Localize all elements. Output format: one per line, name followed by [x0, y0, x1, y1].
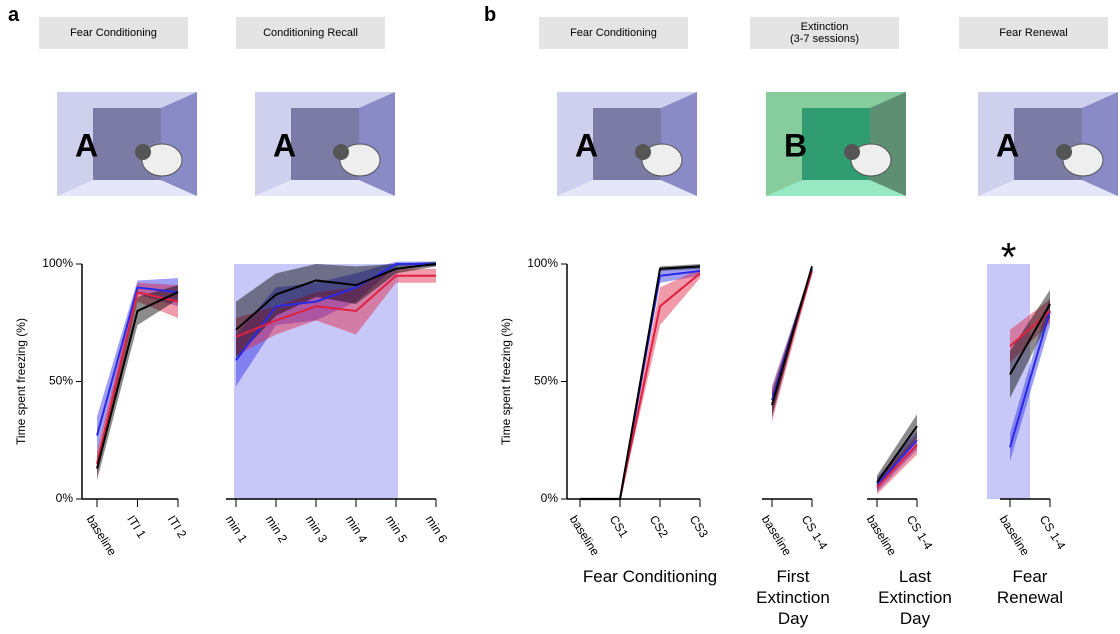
- x-tick-label: CS2: [647, 513, 671, 540]
- panel-label: a: [8, 4, 20, 26]
- series-line: [1009, 303, 1051, 375]
- mouse: [339, 143, 381, 177]
- y-tick-label: 100%: [527, 256, 558, 270]
- x-tick-label: CS 1-4: [904, 513, 936, 552]
- series-line: [876, 439, 918, 486]
- x-tick-label: min 2: [263, 513, 291, 546]
- mouse-head: [844, 144, 860, 160]
- mouse: [141, 143, 183, 177]
- mouse-head: [333, 144, 349, 160]
- cage-floor: [766, 180, 906, 196]
- mouse: [641, 143, 683, 177]
- error-band: [236, 268, 436, 356]
- x-axis-label: Fear Renewal: [996, 567, 1064, 607]
- panel-header: Conditioning Recall: [236, 17, 385, 49]
- x-tick-label: ITI 2: [165, 513, 190, 541]
- x-tick-label: baseline: [84, 513, 120, 559]
- panel-header: Extinction (3-7 sessions): [750, 17, 899, 49]
- panel-header: Fear Conditioning: [39, 17, 188, 49]
- cage-floor: [255, 180, 395, 196]
- shaded-region: [987, 264, 1030, 499]
- shaded-region: [234, 264, 398, 499]
- error-band: [1010, 299, 1050, 363]
- x-axis-label: First Extinction Day: [756, 567, 830, 628]
- context-letter: A: [75, 127, 98, 163]
- series-line: [235, 274, 436, 338]
- series-line: [96, 291, 179, 469]
- series-line: [876, 425, 918, 484]
- x-axis-label: Fear Conditioning: [582, 567, 718, 586]
- x-tick-label: baseline: [759, 513, 795, 559]
- x-tick-label: CS 1-4: [1037, 513, 1069, 552]
- y-tick-label: 50%: [49, 374, 73, 388]
- mouse-head: [635, 144, 651, 160]
- panel-label: b: [484, 4, 497, 26]
- series-line: [580, 265, 701, 500]
- x-tick-label: min 6: [423, 513, 451, 546]
- y-tick-label: 0%: [56, 491, 74, 505]
- error-band: [236, 261, 436, 387]
- context-letter: A: [575, 127, 598, 163]
- x-tick-label: min 4: [343, 513, 371, 546]
- y-tick-label: 0%: [541, 491, 559, 505]
- y-tick-label: 50%: [534, 374, 558, 388]
- y-axis-label: Time spent freezing (%): [14, 318, 28, 445]
- panel-header: Fear Conditioning: [539, 17, 688, 49]
- error-band: [877, 414, 917, 490]
- x-tick-label: min 5: [383, 513, 411, 546]
- x-tick-label: min 1: [223, 513, 251, 546]
- x-tick-label: baseline: [864, 513, 900, 559]
- series-line: [235, 263, 436, 361]
- context-letter: A: [996, 127, 1019, 163]
- mouse: [850, 143, 892, 177]
- error-band: [97, 282, 178, 476]
- panel-header: Fear Renewal: [959, 17, 1108, 49]
- y-tick-label: 100%: [42, 256, 73, 270]
- mouse-head: [135, 144, 151, 160]
- x-tick-label: CS1: [607, 513, 631, 540]
- cage-floor: [57, 180, 197, 196]
- context-letter: B: [784, 127, 807, 163]
- x-axis-label: Last Extinction Day: [878, 567, 952, 628]
- cage-floor: [978, 180, 1118, 196]
- annotation: *: [1001, 236, 1017, 280]
- series-line: [235, 263, 437, 331]
- cage-floor: [557, 180, 697, 196]
- series-line: [96, 286, 179, 436]
- series-line: [1009, 310, 1051, 448]
- x-tick-label: ITI 1: [124, 513, 149, 541]
- error-band: [236, 261, 436, 358]
- error-band: [580, 268, 700, 501]
- y-axis-label: Time spent freezing (%): [499, 318, 513, 445]
- error-band: [97, 285, 178, 481]
- x-tick-label: baseline: [567, 513, 603, 559]
- x-tick-label: min 3: [303, 513, 331, 546]
- error-band: [1010, 289, 1050, 398]
- x-tick-label: CS3: [687, 513, 711, 540]
- mouse: [1062, 143, 1104, 177]
- mouse-head: [1056, 144, 1072, 160]
- x-tick-label: CS 1-4: [799, 513, 831, 552]
- series-line: [771, 266, 813, 406]
- x-tick-label: baseline: [997, 513, 1033, 559]
- context-letter: A: [273, 127, 296, 163]
- series-line: [876, 444, 918, 488]
